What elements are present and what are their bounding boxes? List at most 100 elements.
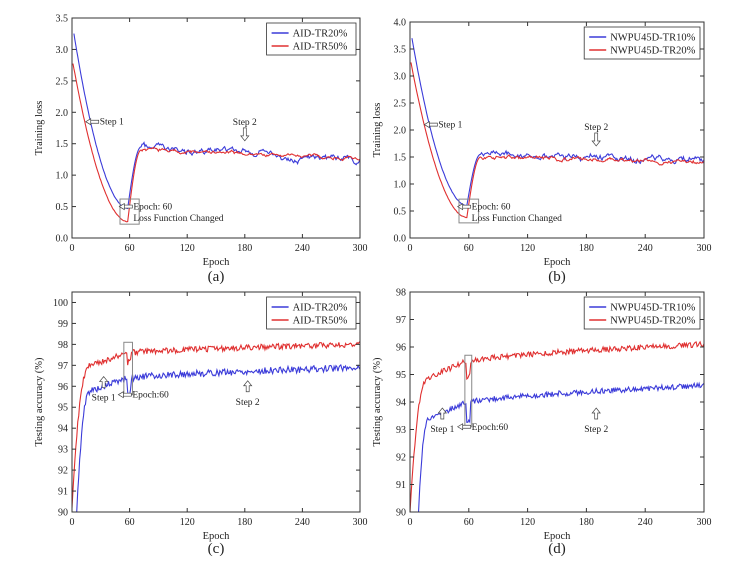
annotation-arrow-left: [117, 391, 132, 399]
legend: NWPU45D-TR10% NWPU45D-TR20%: [583, 26, 701, 60]
x-tick-label: 240: [638, 243, 653, 254]
series-line-b-2: [410, 62, 704, 219]
legend-entry: AID-TR50%: [293, 316, 348, 327]
y-axis-label: Training loss: [34, 101, 45, 156]
x-tick-label: 180: [237, 243, 252, 254]
annotation-arrow-left: [423, 120, 438, 129]
series-line-b-1: [411, 38, 704, 207]
annotation-label: Epoch:60: [132, 391, 169, 401]
annotation-label: Epoch:60: [472, 423, 509, 433]
panel-caption: (b): [548, 269, 566, 285]
annotation-label: Loss Function Changed: [133, 214, 223, 224]
x-tick-label: 300: [697, 517, 712, 528]
series-line-d-2: [410, 340, 704, 512]
annotation-arrow-up: [591, 407, 601, 420]
y-axis-label: Training loss: [372, 103, 383, 158]
annotation-arrow-left: [118, 202, 133, 211]
annotation-label: Step 1: [100, 118, 124, 128]
legend-entry: NWPU45D-TR20%: [610, 316, 695, 327]
x-axis-label: Epoch: [203, 257, 231, 268]
plot-frame: [71, 291, 361, 513]
annotation-arrow-up: [98, 376, 109, 388]
y-tick-label: 93: [396, 425, 406, 436]
y-axis-label: Testing accuracy (%): [34, 357, 45, 447]
y-tick-label: 90: [58, 508, 68, 519]
x-tick-label: 60: [464, 517, 474, 528]
annotation-label: Epoch: 60: [472, 203, 511, 213]
y-tick-label: 1.5: [56, 139, 69, 150]
y-tick-label: 3.5: [394, 45, 407, 56]
y-tick-label: 1.5: [394, 153, 407, 164]
x-tick-label: 180: [579, 517, 594, 528]
y-tick-label: 98: [396, 288, 406, 299]
x-tick-label: 0: [70, 243, 75, 254]
legend-box: [583, 296, 701, 330]
y-tick-label: 94: [396, 398, 406, 409]
y-tick-label: 2.0: [56, 108, 69, 119]
legend-box: [266, 22, 357, 56]
legend-entry: AID-TR50%: [293, 42, 348, 53]
annotation-arrow-left: [456, 423, 472, 431]
x-tick-label: 300: [353, 517, 368, 528]
x-axis-label: Epoch: [544, 257, 572, 268]
plot-frame: [71, 17, 361, 239]
x-axis-label: Epoch: [203, 531, 231, 542]
y-tick-label: 92: [58, 466, 68, 477]
chart-c: 0 60 120 180 240 300 90 91 92 93 94 95 96 97 98 99 100 Ep…: [34, 291, 368, 557]
x-tick-label: 300: [697, 243, 712, 254]
y-tick-label: 94: [58, 424, 68, 435]
y-tick-label: 96: [58, 382, 68, 393]
x-tick-label: 240: [295, 517, 310, 528]
y-tick-label: 3.0: [56, 45, 69, 56]
panel-caption: (d): [548, 541, 566, 557]
annotation-arrow-left: [456, 203, 472, 211]
annotation-label: Epoch: 60: [133, 203, 172, 213]
y-tick-label: 99: [58, 319, 68, 330]
annotation-arrow-left: [85, 118, 100, 126]
annotation-arrow-down: [240, 127, 250, 142]
y-tick-label: 4.0: [394, 18, 407, 29]
legend-box: [583, 26, 701, 60]
panel-caption: (c): [208, 541, 225, 557]
y-tick-label: 100: [53, 298, 68, 309]
annotation-arrow-up: [437, 407, 448, 420]
y-axis-label: Testing accuracy (%): [372, 357, 383, 447]
x-tick-label: 120: [520, 243, 535, 254]
x-axis-label: Epoch: [544, 531, 572, 542]
x-tick-label: 60: [125, 517, 135, 528]
y-tick-label: 0.0: [394, 234, 407, 245]
x-tick-label: 0: [408, 243, 413, 254]
legend-entry: NWPU45D-TR10%: [610, 33, 695, 44]
x-tick-label: 120: [520, 517, 535, 528]
series-line-a-2: [72, 63, 360, 223]
x-tick-label: 60: [464, 243, 474, 254]
y-tick-label: 2.5: [394, 99, 407, 110]
epoch60-highlight-box: [119, 198, 140, 225]
y-tick-label: 96: [396, 343, 406, 354]
y-tick-label: 97: [58, 361, 68, 372]
annotation-label: Step 2: [584, 425, 608, 435]
panel-caption: (a): [208, 269, 225, 285]
legend: NWPU45D-TR10% NWPU45D-TR20%: [583, 296, 701, 330]
annotation-label: Step 1: [438, 121, 462, 131]
y-tick-label: 2.0: [394, 126, 407, 137]
y-tick-label: 95: [396, 370, 406, 381]
legend-entry: AID-TR20%: [293, 29, 348, 40]
x-tick-label: 0: [408, 517, 413, 528]
x-tick-label: 180: [237, 517, 252, 528]
y-tick-label: 1.0: [394, 180, 407, 191]
y-tick-label: 95: [58, 403, 68, 414]
y-tick-label: 90: [396, 508, 406, 519]
legend: AID-TR20% AID-TR50%: [266, 296, 357, 330]
x-tick-label: 120: [180, 517, 195, 528]
y-tick-label: 0.0: [56, 234, 69, 245]
annotation-label: Loss Function Changed: [472, 214, 562, 224]
x-tick-label: 300: [353, 243, 368, 254]
annotation-label: Step 2: [584, 123, 608, 133]
annotation-label: Step 1: [430, 425, 454, 435]
annotation-label: Step 2: [233, 118, 257, 128]
y-tick-label: 0.5: [394, 207, 407, 218]
y-tick-label: 2.5: [56, 76, 69, 87]
y-tick-label: 92: [396, 453, 406, 464]
